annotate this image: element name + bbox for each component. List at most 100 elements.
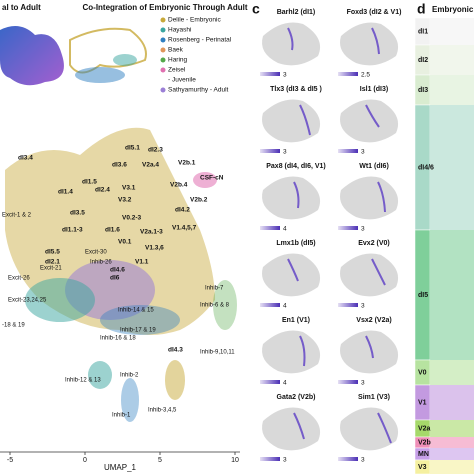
cluster-label: CSF-cN [200, 175, 224, 182]
cluster-label: Excit-21 [40, 266, 62, 272]
colorbar [260, 226, 280, 230]
cluster-label: Excit-1 & 2 [2, 213, 32, 219]
band-label: dI2 [418, 57, 428, 64]
legend-swatch [160, 27, 166, 33]
cluster-label: Inhib-6 & 8 [200, 303, 230, 309]
panel-title: al to Adult [2, 3, 41, 12]
cluster-label: Excit-23,24,25 [8, 298, 47, 304]
band-label: V2a [418, 425, 431, 432]
colorbar [260, 303, 280, 307]
x-tick-label: 10 [231, 457, 239, 464]
cluster-label: V2a.4 [142, 162, 159, 169]
cluster-label: V2a.1-3 [140, 229, 163, 236]
gene-umap [262, 253, 321, 297]
colorbar-max: 4 [283, 226, 287, 233]
gene-expression [371, 27, 380, 55]
gene-title: En1 (V1) [282, 317, 310, 324]
cluster-label: dI1.1-3 [62, 227, 83, 234]
cluster-label: Inhib-26 [90, 260, 112, 266]
cluster-label: dI2.4 [95, 187, 110, 194]
cluster-label: dI4.6 [110, 267, 125, 274]
gene-title: Tlx3 (dI3 & dI5 ) [270, 86, 322, 93]
band-label: V1 [418, 399, 427, 406]
icon-blob [0, 26, 64, 86]
cluster-label: Inhib-14 & 15 [118, 308, 154, 314]
legend-swatch [160, 57, 166, 63]
gene-expression [365, 335, 374, 359]
mini-umap [69, 27, 147, 83]
cluster-label: dI4.3 [168, 347, 183, 354]
cluster-label: -18 & 19 [2, 323, 25, 329]
gene-title: Barhl2 (dI1) [277, 9, 316, 16]
legend-label: Zeisel [168, 67, 186, 74]
colorbar [338, 380, 358, 384]
gene-umap [340, 253, 399, 297]
cluster-label: dI4.2 [175, 207, 190, 214]
gene-title: Vsx2 (V2a) [356, 317, 391, 324]
cluster-label: V2b.1 [178, 160, 196, 167]
flow [430, 385, 474, 420]
cluster-label: dI3.4 [18, 155, 33, 162]
x-tick-label: 5 [158, 457, 162, 464]
cluster-label: V1.1 [135, 259, 149, 266]
flow [430, 460, 474, 474]
band-label: dI3 [418, 87, 428, 94]
colorbar-max: 4 [283, 303, 287, 310]
colorbar [260, 380, 280, 384]
colorbar-max: 3 [283, 457, 287, 464]
legend-label: - Juvenile [168, 77, 196, 84]
gene-title: Lmx1b (dI5) [276, 240, 315, 247]
panel-letter: d [417, 1, 426, 17]
flow [430, 105, 474, 230]
colorbar-max: 4 [283, 380, 287, 387]
gene-umap [262, 99, 321, 143]
legend-label: Sathyamurthy - Adult [168, 87, 229, 94]
cluster-label: V2b.2 [190, 197, 208, 204]
gene-title: Sim1 (V3) [358, 394, 390, 401]
colorbar [260, 149, 280, 153]
gene-title: Pax8 (dI4, dI6, V1) [266, 163, 326, 170]
cluster-label: dI2.1 [45, 259, 60, 266]
gene-title: Gata2 (V2b) [277, 394, 316, 401]
gene-umap [340, 407, 399, 451]
band-label: V2b [418, 439, 431, 446]
gene-title: Wt1 (dI6) [359, 163, 389, 170]
gene-expression [287, 258, 299, 282]
flow [430, 18, 474, 45]
cluster-label: dI6 [110, 275, 120, 282]
panel-title: Embryonic [432, 5, 474, 14]
band-label: dI5 [418, 292, 428, 299]
gene-umap [340, 330, 399, 374]
colorbar-max: 3 [361, 149, 365, 156]
colorbar-max: 3 [361, 457, 365, 464]
gene-expression [299, 335, 306, 367]
x-tick-label: 0 [83, 457, 87, 464]
colorbar-max: 3 [361, 303, 365, 310]
legend-label: Hayashi [168, 27, 191, 34]
gene-umap [262, 176, 321, 220]
panel-title: Co-Integration of Embryonic Through Adul… [82, 3, 247, 12]
gene-umap [340, 99, 399, 143]
gene-umap [262, 407, 321, 451]
flow [430, 75, 474, 105]
main-umap [5, 127, 237, 422]
band-label: dI4/6 [418, 164, 434, 171]
legend-swatch [160, 17, 166, 23]
legend-swatch [160, 67, 166, 73]
cluster-label: Inhib-16 & 18 [100, 336, 136, 342]
cluster-label: dI5.5 [45, 249, 60, 256]
cluster-label: dI2.3 [148, 147, 163, 154]
cluster-label: Inhib-12 & 13 [65, 378, 101, 384]
gene-umap [262, 330, 321, 374]
legend-swatch [160, 47, 166, 53]
x-tick-label: -5 [7, 457, 13, 464]
gene-title: Evx2 (V0) [358, 240, 390, 247]
gene-expression [377, 412, 392, 444]
colorbar [338, 72, 358, 76]
panel-letter: c [252, 1, 260, 17]
colorbar [338, 457, 358, 461]
flow [430, 437, 474, 448]
gene-expression [299, 104, 311, 136]
gene-expression [377, 181, 386, 213]
gene-expression [365, 104, 380, 128]
